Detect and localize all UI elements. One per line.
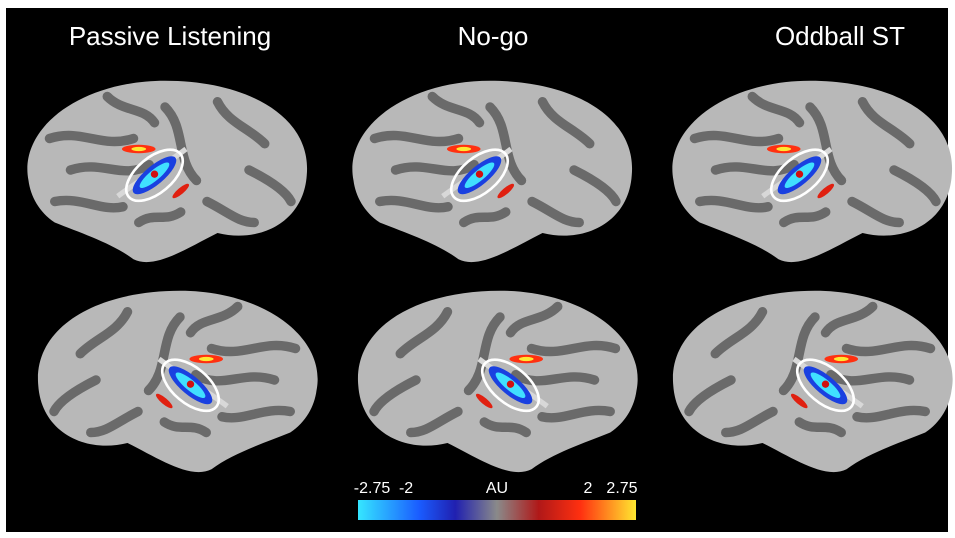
colorbar-label: AU	[486, 480, 508, 497]
colorbar	[358, 500, 636, 520]
colorbar-tick-label: -2	[399, 480, 413, 497]
figure: Passive Listening No-go Oddball ST AU -2…	[0, 0, 955, 538]
colorbar-tick-label: 2.75	[606, 480, 637, 497]
panel-title: Passive Listening	[69, 21, 271, 51]
panel-title: No-go	[458, 21, 529, 51]
panel-title: Oddball ST	[775, 21, 905, 51]
colorbar-tick-label: -2.75	[354, 480, 391, 497]
colorbar-tick-label: 2	[583, 480, 592, 497]
